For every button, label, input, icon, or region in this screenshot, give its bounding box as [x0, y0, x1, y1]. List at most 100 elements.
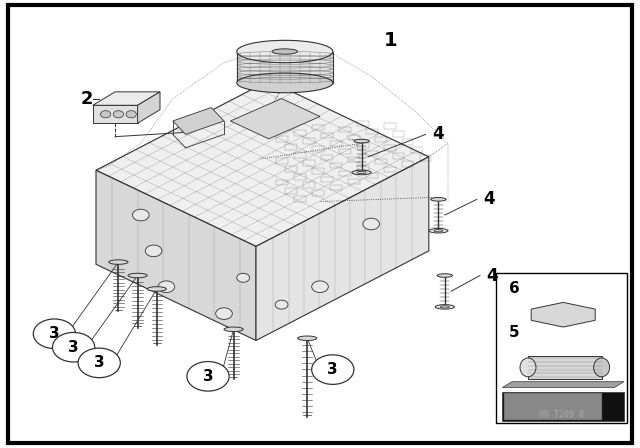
Circle shape	[158, 281, 175, 293]
Bar	[366, 173, 378, 178]
Bar	[420, 155, 431, 161]
Ellipse shape	[593, 358, 609, 377]
Polygon shape	[504, 393, 602, 420]
Ellipse shape	[109, 260, 128, 264]
Ellipse shape	[429, 228, 448, 233]
Polygon shape	[138, 92, 160, 123]
Bar	[312, 168, 324, 174]
Bar	[237, 52, 333, 83]
Circle shape	[237, 273, 250, 282]
Bar	[303, 138, 315, 144]
Text: 00 T209 8: 00 T209 8	[539, 410, 584, 419]
Ellipse shape	[237, 40, 333, 63]
Circle shape	[33, 319, 76, 349]
Ellipse shape	[272, 49, 298, 54]
Polygon shape	[531, 302, 595, 327]
Bar	[321, 177, 333, 182]
Bar	[366, 129, 378, 134]
Polygon shape	[96, 81, 429, 246]
Bar	[393, 153, 404, 159]
Polygon shape	[502, 392, 624, 421]
Circle shape	[275, 300, 288, 309]
Bar	[384, 123, 396, 129]
Circle shape	[145, 245, 162, 257]
Ellipse shape	[431, 198, 446, 201]
Polygon shape	[173, 108, 224, 134]
Ellipse shape	[354, 139, 369, 143]
Text: 4: 4	[486, 267, 498, 284]
Bar	[285, 144, 297, 150]
Circle shape	[216, 308, 232, 319]
Bar	[384, 167, 396, 172]
Bar	[348, 135, 360, 140]
Bar	[357, 121, 369, 126]
Ellipse shape	[520, 358, 536, 377]
Text: 6: 6	[509, 281, 520, 297]
Ellipse shape	[237, 73, 333, 93]
Bar	[312, 146, 324, 152]
Polygon shape	[93, 92, 160, 105]
Circle shape	[187, 362, 229, 391]
Ellipse shape	[435, 305, 454, 309]
Circle shape	[312, 355, 354, 384]
Bar	[285, 166, 297, 172]
Bar	[276, 180, 288, 185]
Bar	[357, 165, 369, 170]
Text: 5: 5	[509, 325, 520, 340]
Text: 3: 3	[203, 369, 213, 384]
Bar	[276, 158, 288, 164]
Ellipse shape	[434, 229, 443, 232]
Polygon shape	[96, 170, 256, 340]
Bar	[294, 152, 306, 158]
Circle shape	[113, 111, 124, 118]
Bar	[321, 155, 333, 160]
Bar	[330, 185, 342, 190]
Bar	[312, 190, 324, 196]
Polygon shape	[230, 99, 320, 139]
Bar	[285, 188, 297, 194]
Bar	[496, 273, 627, 423]
Ellipse shape	[440, 306, 449, 308]
Circle shape	[132, 209, 149, 221]
Circle shape	[363, 218, 380, 230]
Bar	[339, 149, 351, 154]
Bar	[348, 157, 360, 162]
Circle shape	[78, 348, 120, 378]
Bar	[330, 141, 342, 146]
Text: 3: 3	[68, 340, 79, 355]
Bar	[294, 130, 306, 136]
Ellipse shape	[224, 327, 243, 332]
Bar	[303, 182, 315, 188]
Bar	[366, 151, 378, 156]
Circle shape	[126, 111, 136, 118]
Text: 2: 2	[80, 90, 93, 108]
Polygon shape	[93, 105, 138, 123]
Circle shape	[100, 111, 111, 118]
Text: 3: 3	[328, 362, 338, 377]
Circle shape	[52, 332, 95, 362]
Bar	[357, 143, 369, 148]
Bar	[312, 125, 324, 130]
Bar	[276, 136, 288, 142]
Bar	[402, 139, 413, 145]
Bar	[339, 127, 351, 132]
Ellipse shape	[147, 287, 166, 291]
Polygon shape	[256, 157, 429, 340]
Circle shape	[312, 281, 328, 293]
Bar	[384, 145, 396, 151]
Ellipse shape	[298, 336, 317, 340]
Ellipse shape	[352, 170, 371, 175]
Ellipse shape	[437, 274, 452, 277]
Text: 1: 1	[384, 31, 397, 50]
Bar	[411, 147, 422, 153]
Bar	[528, 356, 602, 379]
Text: 3: 3	[49, 326, 60, 341]
Text: 3: 3	[94, 355, 104, 370]
Ellipse shape	[357, 172, 366, 174]
Bar	[393, 131, 404, 137]
Bar	[375, 159, 387, 164]
Bar	[321, 133, 333, 138]
Bar	[294, 174, 306, 180]
Bar	[348, 179, 360, 184]
Polygon shape	[502, 382, 624, 388]
